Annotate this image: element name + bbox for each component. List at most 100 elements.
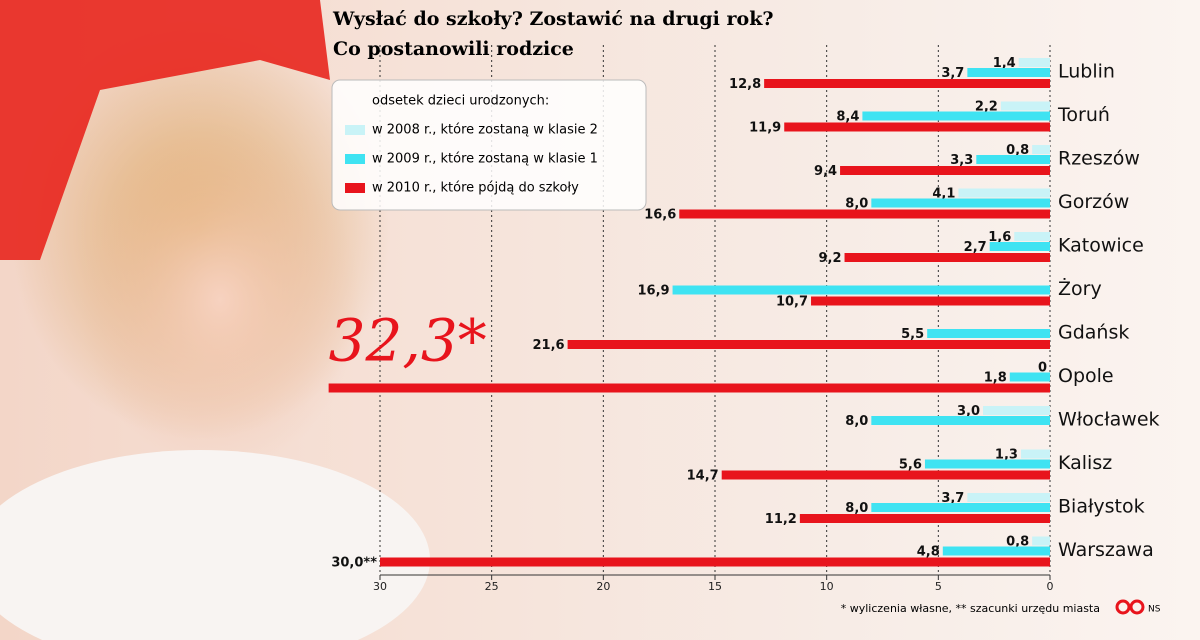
value-label: 3,7 [941, 66, 964, 81]
bar [784, 122, 1050, 132]
value-label: 8,0 [845, 197, 868, 212]
bar [958, 188, 1050, 198]
value-label: 0,8 [1006, 535, 1029, 550]
bar [924, 459, 1050, 469]
bar [1020, 449, 1050, 459]
category-label: Żory [1058, 277, 1102, 300]
category-label: Włocławek [1058, 409, 1160, 431]
value-label-highlight: 32,3* [329, 307, 487, 375]
footnote: * wyliczenia własne, ** szacunki urzędu … [841, 602, 1100, 615]
bar [844, 253, 1050, 262]
category-label: Gdańsk [1058, 322, 1129, 344]
value-label: 1,8 [984, 371, 1007, 386]
legend-label: w 2010 r., które pójdą do szkoły [372, 181, 579, 196]
x-tick-label: 10 [820, 580, 834, 593]
value-label: 5,5 [901, 327, 924, 342]
bar [871, 198, 1050, 208]
category-label: Lublin [1058, 61, 1115, 83]
category-label: Warszawa [1058, 539, 1154, 561]
bars: Lublin 1,4 3,7 12,8 Toruń 2,2 8,4 11,9 Rzeszów 0,… [328, 56, 1160, 571]
bar [927, 329, 1050, 338]
bar [567, 340, 1050, 349]
value-label: 14,7 [687, 469, 719, 484]
bar [983, 406, 1050, 415]
category-label: Rzeszów [1058, 148, 1140, 170]
x-tick-label: 5 [935, 580, 942, 593]
value-label: 1,6 [988, 230, 1011, 245]
value-label: 16,6 [644, 208, 676, 223]
category-label: Gorzów [1058, 191, 1129, 213]
bar [721, 470, 1050, 480]
value-label: 8,0 [845, 501, 868, 516]
value-label: 3,3 [950, 153, 973, 168]
legend [331, 79, 647, 211]
bar [672, 285, 1050, 295]
value-label: 11,2 [765, 512, 797, 527]
bar [799, 514, 1050, 523]
value-label: 1,4 [993, 56, 1016, 71]
photo-shirt [0, 450, 430, 640]
legend-swatch [345, 183, 365, 193]
value-label: 12,8 [729, 77, 761, 92]
legend-label: w 2009 r., które zostaną w klasie 1 [372, 152, 598, 167]
legend-entries: w 2008 r., które zostaną w klasie 2 w 200… [345, 123, 598, 196]
bar [862, 111, 1050, 121]
category-label: Toruń [1057, 104, 1110, 126]
bar [764, 79, 1050, 88]
value-label: 11,9 [749, 121, 781, 136]
logo [1129, 599, 1145, 615]
x-tick-label: 0 [1047, 580, 1054, 593]
chart-title: Co postanowili rodzice [333, 38, 574, 60]
x-tick-label: 20 [596, 580, 610, 593]
x-tick-label: 30 [373, 580, 387, 593]
value-label: 9,2 [819, 251, 842, 266]
bar [989, 242, 1050, 251]
value-label: 8,4 [836, 110, 859, 125]
bar [942, 546, 1050, 556]
value-label: 30,0** [331, 556, 377, 571]
bar [1014, 232, 1050, 241]
legend-title: odsetek dzieci urodzonych: [372, 94, 549, 109]
value-label: 2,7 [964, 240, 987, 255]
category-label: Opole [1058, 365, 1114, 387]
value-label: 4,8 [917, 545, 940, 560]
value-label: 1,3 [995, 448, 1018, 463]
credit: NS [1148, 605, 1161, 615]
bar [1000, 101, 1050, 111]
value-label: 3,7 [941, 491, 964, 506]
logo [1115, 599, 1131, 615]
category-label: Katowice [1058, 235, 1144, 257]
bar [976, 155, 1050, 164]
bar [1009, 372, 1050, 382]
bar [380, 557, 1050, 567]
legend-swatch [345, 154, 365, 164]
bar [811, 296, 1050, 306]
bar [967, 493, 1050, 502]
value-label: 2,2 [975, 100, 998, 115]
bar [679, 209, 1050, 219]
x-tick-label: 15 [708, 580, 722, 593]
bar [1032, 536, 1050, 546]
value-label: 9,4 [814, 164, 837, 179]
bar [1018, 58, 1050, 67]
bar [967, 68, 1050, 77]
photo-face [80, 130, 360, 470]
legend-swatch [345, 125, 365, 135]
value-label: 0 [1038, 361, 1047, 376]
grid: 30 25 20 15 10 5 0 [373, 45, 1054, 593]
bar [871, 503, 1050, 512]
photo-hat [0, 0, 330, 260]
bar [871, 416, 1050, 425]
legend-label: w 2008 r., które zostaną w klasie 2 [372, 123, 598, 138]
value-label: 10,7 [776, 295, 808, 310]
x-tick-label: 25 [485, 580, 499, 593]
value-label: 8,0 [845, 414, 868, 429]
value-label: 5,6 [899, 458, 922, 473]
value-label: 3,0 [957, 404, 980, 419]
bar [840, 166, 1050, 175]
category-label: Białystok [1058, 496, 1145, 518]
value-label: 16,9 [637, 284, 669, 299]
value-label: 21,6 [533, 338, 565, 353]
